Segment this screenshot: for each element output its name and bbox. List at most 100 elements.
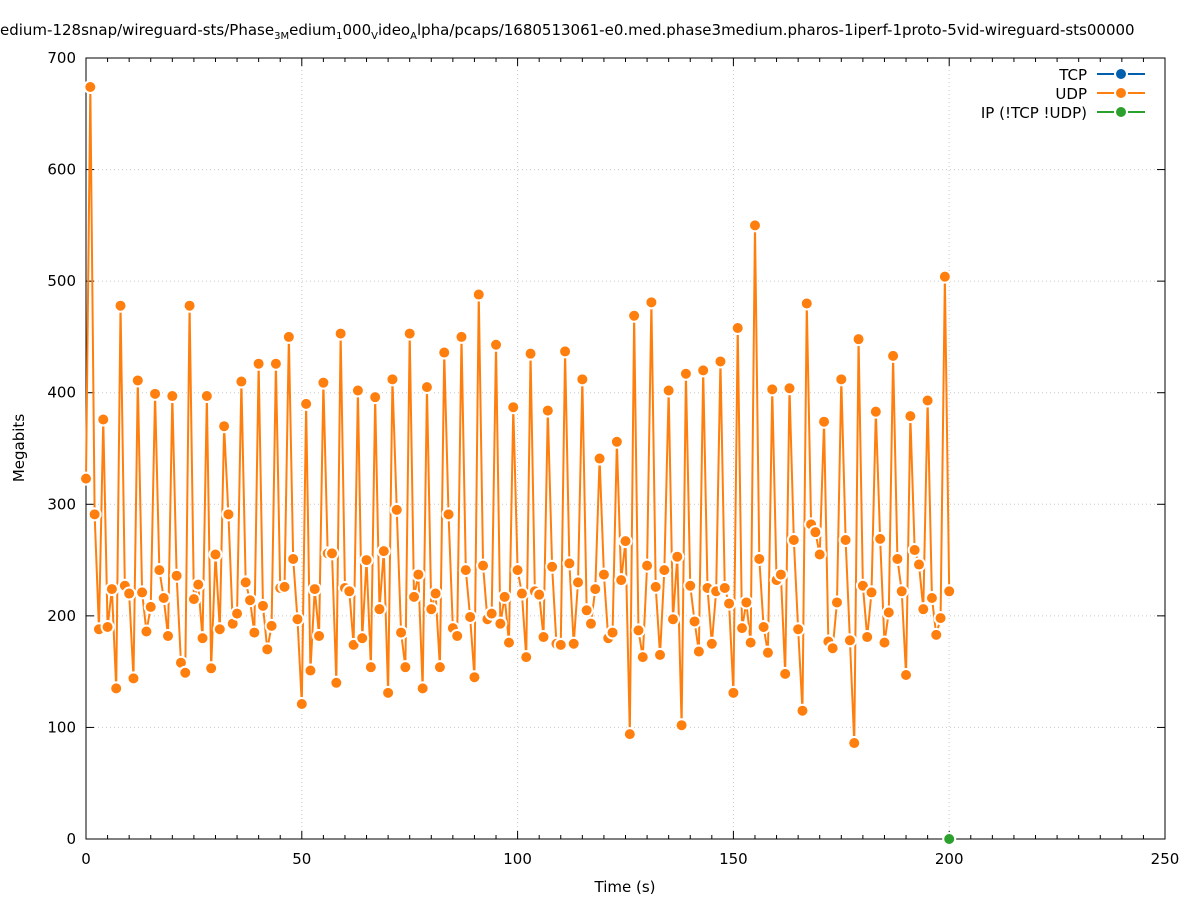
data-point-udp xyxy=(294,697,309,711)
data-point-udp xyxy=(825,641,840,656)
data-point-udp xyxy=(441,507,456,522)
data-point-udp xyxy=(467,670,482,685)
data-point-udp xyxy=(691,644,706,659)
data-point-udp xyxy=(704,636,719,651)
data-point-udp xyxy=(678,366,693,381)
data-point-udp xyxy=(510,563,525,578)
data-point-udp xyxy=(575,372,590,387)
data-point-udp xyxy=(864,585,879,600)
data-point-udp xyxy=(791,622,806,637)
data-point-udp xyxy=(182,298,197,313)
data-point-udp xyxy=(929,627,944,642)
legend-marker-udp xyxy=(1114,86,1128,100)
data-point-udp xyxy=(523,346,538,361)
data-point-udp xyxy=(778,666,793,681)
data-point-udp xyxy=(471,287,486,302)
data-point-udp xyxy=(739,595,754,610)
data-point-udp xyxy=(463,609,478,624)
data-point-udp xyxy=(743,635,758,650)
data-point-udp xyxy=(735,621,750,636)
x-tick-label: 150 xyxy=(719,850,748,868)
data-point-udp xyxy=(186,592,201,607)
data-point-udp xyxy=(307,582,322,597)
data-point-udp xyxy=(812,547,827,562)
data-point-udp xyxy=(920,393,935,408)
y-axis-title: Megabits xyxy=(10,414,28,482)
data-point-udp xyxy=(614,573,629,588)
data-point-udp xyxy=(545,559,560,574)
data-point-udp xyxy=(851,332,866,347)
data-point-udp xyxy=(808,525,823,540)
data-point-udp xyxy=(760,645,775,660)
data-point-udp xyxy=(316,375,331,390)
data-point-udp xyxy=(398,660,413,675)
data-point-udp xyxy=(415,681,430,696)
data-point-udp xyxy=(281,329,296,344)
x-tick-label: 100 xyxy=(503,850,532,868)
data-point-udp xyxy=(199,389,214,404)
data-point-udp xyxy=(756,620,771,635)
data-point-udp xyxy=(359,553,374,568)
y-tick-label: 0 xyxy=(66,830,76,848)
data-point-udp xyxy=(238,575,253,590)
series-line-udp xyxy=(85,86,951,745)
data-point-udp xyxy=(437,345,452,360)
data-point-udp xyxy=(208,547,223,562)
y-tick-label: 600 xyxy=(47,161,76,179)
y-tick-label: 500 xyxy=(47,272,76,290)
data-point-udp xyxy=(553,637,568,652)
data-point-udp xyxy=(493,616,508,631)
data-point-udp xyxy=(104,582,119,597)
data-point-udp xyxy=(161,628,175,643)
chart-title: edium-128snap/wireguard-sts/Phase3Medium… xyxy=(0,21,1135,42)
data-point-udp xyxy=(838,532,853,547)
data-point-udp xyxy=(717,580,732,595)
data-point-udp xyxy=(299,396,314,411)
data-point-udp xyxy=(519,650,534,665)
data-point-udp xyxy=(937,269,952,284)
data-point-udp xyxy=(907,543,922,558)
data-point-udp xyxy=(394,625,409,640)
data-point-udp xyxy=(894,584,909,599)
data-point-udp xyxy=(126,671,141,686)
y-tick-label: 100 xyxy=(47,718,76,736)
data-point-udp xyxy=(277,579,292,594)
data-point-udp xyxy=(165,389,180,404)
data-point-udp xyxy=(230,606,245,621)
series-layer xyxy=(79,80,957,846)
data-point-udp xyxy=(562,556,577,571)
data-point-udp xyxy=(786,532,801,547)
y-tick-label: 300 xyxy=(47,495,76,513)
data-point-udp xyxy=(579,603,594,618)
data-point-udp xyxy=(696,363,711,378)
data-point-udp xyxy=(795,703,810,718)
y-tick-label: 400 xyxy=(47,384,76,402)
data-point-udp xyxy=(178,665,193,680)
grid xyxy=(86,58,1165,839)
legend-item-udp: UDP xyxy=(1055,85,1145,103)
data-point-udp xyxy=(407,589,422,604)
data-point-udp xyxy=(96,412,111,427)
data-point-udp xyxy=(169,568,184,583)
data-point-udp xyxy=(156,591,171,606)
data-point-udp xyxy=(618,534,633,549)
data-point-udp xyxy=(752,551,767,566)
data-point-udp xyxy=(454,329,469,344)
data-point-udp xyxy=(312,628,327,643)
data-point-udp xyxy=(609,434,624,449)
data-point-udp xyxy=(532,587,547,602)
data-point-udp xyxy=(829,595,844,610)
data-point-udp xyxy=(109,681,124,696)
data-point-udp xyxy=(260,642,275,657)
plot-frame xyxy=(85,57,1166,840)
data-point-udp xyxy=(221,507,236,522)
data-point-udp xyxy=(873,531,888,546)
data-point-udp xyxy=(683,578,698,593)
data-point-udp xyxy=(635,650,650,665)
data-point-udp xyxy=(842,633,857,648)
data-point-udp xyxy=(489,337,504,352)
data-point-udp xyxy=(588,582,603,597)
data-point-udp xyxy=(264,618,279,633)
data-point-udp xyxy=(139,624,154,639)
